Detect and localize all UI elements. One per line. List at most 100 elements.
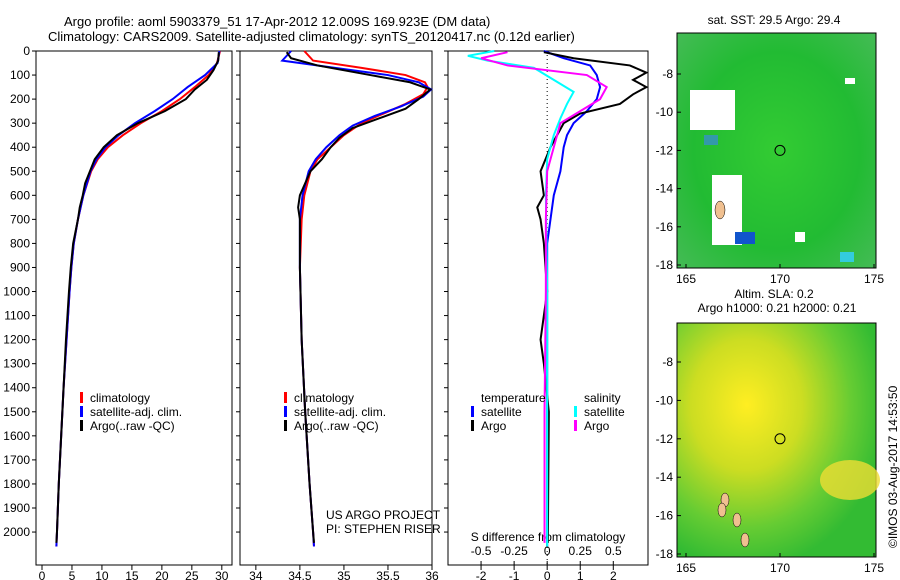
x-tick-label: 10 — [95, 569, 109, 580]
island — [714, 200, 726, 220]
map-sst — [676, 32, 877, 269]
y-tick-label: 800 — [10, 236, 30, 250]
map-y-tick-label: -18 — [656, 258, 674, 272]
y-tick-label: 0 — [23, 44, 30, 58]
sla-patch — [820, 460, 880, 500]
legend-label: satellite — [481, 405, 522, 419]
legend-temperature-header: temperature — [481, 391, 546, 405]
map-y-tick-label: -14 — [656, 470, 674, 484]
map-title: sat. SST: 29.5 Argo: 29.4 — [708, 13, 841, 27]
legend-swatch — [471, 420, 474, 431]
legend-swatch — [80, 392, 83, 403]
map-y-tick-label: -14 — [656, 182, 674, 196]
x2-tick-label: 0.25 — [569, 544, 593, 558]
y-tick-label: 100 — [10, 68, 30, 82]
y-tick-label: 1800 — [3, 477, 30, 491]
y-tick-label: 700 — [10, 212, 30, 226]
series-s-satellite — [467, 50, 575, 547]
land-mask — [690, 90, 735, 130]
x-tick-label: 35.5 — [376, 569, 400, 580]
x-tick-label: 30 — [215, 569, 229, 580]
island — [717, 502, 727, 518]
map-y-tick-label: -10 — [656, 393, 674, 407]
legend-label: Argo(..raw -QC) — [294, 419, 379, 433]
legend-swatch — [284, 420, 287, 431]
legend-label: Argo(..raw -QC) — [90, 419, 175, 433]
panel-3-frame — [447, 50, 649, 566]
x-tick-label: 35 — [337, 569, 351, 580]
map-x-tick-label: 170 — [770, 561, 790, 575]
map-y-tick-label: -18 — [656, 547, 674, 561]
map-field — [676, 322, 877, 558]
map-y-tick-label: -8 — [662, 67, 673, 81]
map-field — [676, 32, 877, 269]
title-line-1: Argo profile: aoml 5903379_51 17-Apr-201… — [64, 14, 491, 29]
map-x-tick-label: 165 — [676, 561, 696, 575]
y-tick-label: 600 — [10, 188, 30, 202]
x-tick-label: 34.5 — [288, 569, 312, 580]
y-tick-label: 1200 — [3, 333, 30, 347]
legend-swatch — [574, 420, 577, 431]
legend-label: satellite — [584, 405, 625, 419]
series-t-argo — [536, 51, 649, 543]
x-tick-label: 25 — [185, 569, 199, 580]
legend-swatch — [80, 420, 83, 431]
island — [732, 512, 742, 528]
series-climatology — [298, 50, 429, 547]
y-tick-label: 2000 — [3, 525, 30, 539]
legend-swatch — [284, 406, 287, 417]
argo-position-marker — [774, 433, 786, 445]
legend-swatch — [80, 406, 83, 417]
y-tick-label: 900 — [10, 260, 30, 274]
x2-tick-label: 0.5 — [605, 544, 622, 558]
series-argo(..raw — [55, 52, 220, 543]
y-tick-label: 1100 — [4, 309, 30, 323]
legend-swatch — [471, 406, 474, 417]
series-t-satellite — [543, 50, 602, 547]
x-tick-label: 15 — [125, 569, 139, 580]
x2-tick-label: -0.5 — [471, 544, 492, 558]
x2-tick-label: -0.25 — [500, 544, 528, 558]
y-tick-label: 1300 — [3, 357, 30, 371]
series-climatology — [55, 50, 221, 547]
map-title: Altim. SLA: 0.2 — [734, 287, 814, 301]
y-tick-label: 500 — [10, 164, 30, 178]
map-x-tick-label: 175 — [864, 561, 884, 575]
map-sla — [676, 322, 880, 558]
legend-label: satellite-adj. clim. — [294, 405, 386, 419]
island — [740, 532, 750, 548]
land-mask — [845, 78, 855, 84]
credit-pi: PI: STEPHEN RISER — [326, 522, 441, 536]
map-y-tick-label: -12 — [656, 143, 674, 157]
legend-label: climatology — [294, 391, 354, 405]
x-tick-label: 5 — [69, 569, 76, 580]
x-tick-label: 0 — [544, 569, 551, 580]
panel-1-frame — [35, 50, 233, 566]
legend-salinity-header: salinity — [584, 391, 621, 405]
y-tick-label: 400 — [10, 140, 30, 154]
argo-position-marker — [774, 144, 786, 156]
y-tick-label: 1600 — [3, 429, 30, 443]
title-line-2: Climatology: CARS2009. Satellite-adjuste… — [48, 29, 575, 44]
sst-patch — [704, 135, 718, 145]
map-x-tick-label: 175 — [864, 272, 884, 286]
land-mask — [795, 232, 805, 242]
series-argo(..raw — [285, 51, 433, 543]
map-x-tick-label: 170 — [770, 272, 790, 286]
y-tick-label: 1900 — [3, 501, 30, 515]
x-tick-label: 20 — [155, 569, 169, 580]
y-tick-label: 200 — [10, 92, 30, 106]
x-tick-label: 1 — [577, 569, 584, 580]
legend-swatch — [574, 406, 577, 417]
x-tick-label: 0 — [39, 569, 46, 580]
y-tick-label: 1700 — [3, 453, 30, 467]
map-x-tick-label: 165 — [676, 272, 696, 286]
x-tick-label: 34 — [249, 569, 263, 580]
imos-timestamp: ©IMOS 03-Aug-2017 14:53:50 — [886, 385, 900, 548]
y-tick-label: 1400 — [3, 381, 30, 395]
map-y-tick-label: -16 — [656, 509, 674, 523]
legend-label: Argo — [584, 419, 610, 433]
x2-tick-label: 0 — [544, 544, 551, 558]
sst-patch — [840, 252, 854, 262]
